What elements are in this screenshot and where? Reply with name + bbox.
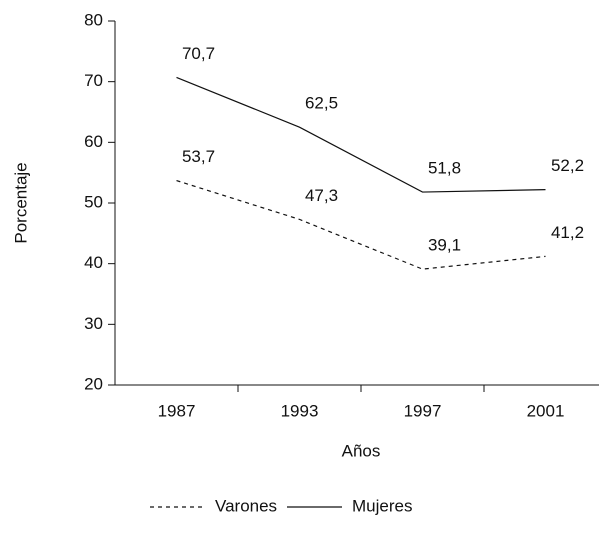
y-tick-label: 60 [84,132,103,151]
data-label: 70,7 [182,44,215,63]
y-tick-label: 30 [84,314,103,333]
y-tick-label: 80 [84,10,103,29]
y-axis-label: Porcentaje [11,162,30,243]
data-label: 41,2 [551,223,584,242]
x-axis-label: Años [342,441,381,460]
data-label: 39,1 [428,236,461,255]
y-tick-label: 50 [84,192,103,211]
y-tick-label: 40 [84,253,103,272]
data-label: 53,7 [182,147,215,166]
data-label: 52,2 [551,156,584,175]
series-line [176,179,546,270]
y-tick-label: 70 [84,71,103,90]
x-tick-label: 1993 [281,401,319,420]
y-tick-label: 20 [84,374,103,393]
x-tick-label: 1987 [158,401,196,420]
x-tick-label: 1997 [404,401,442,420]
series-line [176,76,546,193]
data-label: 62,5 [305,94,338,113]
legend-label: Mujeres [352,496,412,515]
legend-label: Varones [215,496,277,515]
x-tick-label: 2001 [527,401,565,420]
data-label: 51,8 [428,159,461,178]
data-label: 47,3 [305,186,338,205]
